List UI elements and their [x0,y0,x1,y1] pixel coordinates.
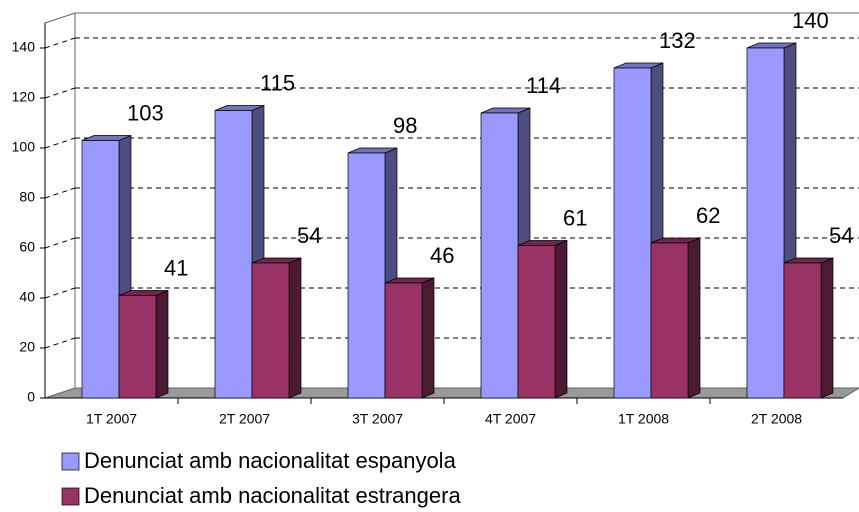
value-label: 54 [829,223,853,248]
legend-label: Denunciat amb nacionalitat estrangera [84,483,461,508]
x-tick-label: 2T 2007 [219,411,270,427]
bar-side [288,257,302,399]
value-label: 115 [260,70,295,95]
grid-line [44,37,76,49]
bar-side [155,289,169,399]
grid-line [44,187,76,199]
y-tick-label: 60 [19,239,35,255]
grid-line [44,87,76,99]
value-label: 62 [696,203,720,228]
y-tick-label: 80 [19,189,35,205]
bar [783,262,822,399]
y-tick-label: 100 [12,139,36,155]
value-label: 98 [393,113,417,138]
x-tick-label: 4T 2007 [485,411,536,427]
value-label: 103 [127,100,164,125]
y-tick-label: 40 [19,289,35,305]
x-tick-label: 3T 2007 [352,411,403,427]
value-label: 41 [164,255,188,280]
bar [251,262,290,399]
bar [613,67,652,399]
y-tick-label: 20 [19,339,35,355]
bar [384,282,423,399]
x-tick-label: 1T 2007 [86,411,137,427]
value-label: 114 [526,73,561,98]
bar [347,152,386,399]
legend-swatch [61,487,80,506]
legend-label: Denunciat amb nacionalitat espanyola [84,448,457,473]
bar [118,295,157,399]
grid-line [44,237,76,249]
bar-side [421,277,435,399]
bar [480,112,519,399]
grid-line [44,287,76,299]
value-label: 54 [297,223,321,248]
x-tick-label: 2T 2008 [751,411,802,427]
grid-line [44,337,76,349]
bar-side [820,257,834,399]
bar [517,245,556,399]
y-tick-label: 0 [27,389,35,405]
bar [650,242,689,399]
value-label: 46 [430,243,454,268]
value-label: 132 [659,28,696,53]
bar-side [687,237,701,399]
bar [746,47,785,399]
y-tick-label: 140 [12,39,36,55]
bar [214,110,253,399]
y-tick-label: 120 [12,89,36,105]
grid-line [44,137,76,149]
legend-swatch [61,452,80,471]
bar [81,140,120,399]
bar-side [554,239,568,399]
value-label: 140 [792,8,829,33]
x-tick-label: 1T 2008 [618,411,669,427]
value-label: 61 [563,205,587,230]
